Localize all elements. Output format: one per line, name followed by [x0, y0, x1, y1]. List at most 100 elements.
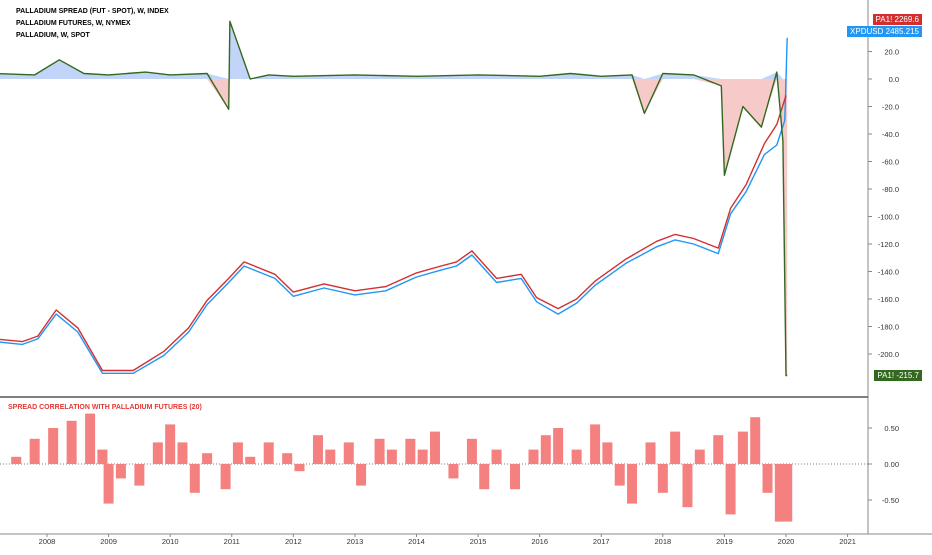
correlation-bar [540, 435, 551, 464]
price-tick-label: -180.0 [878, 323, 899, 332]
futures-price-tag: PA1! 2269.6 [872, 14, 922, 25]
spread-tag-value: -215.7 [896, 371, 919, 380]
price-tick-label: -200.0 [878, 350, 899, 359]
correlation-bar [232, 442, 243, 464]
price-tick-label: 20.0 [884, 48, 899, 57]
correlation-bar [614, 464, 625, 486]
time-tick-label: 2016 [531, 537, 548, 546]
spot-price-tag: XPDUSD 2485.215 [847, 26, 922, 37]
price-tick-label: -120.0 [878, 240, 899, 249]
time-tick-label: 2011 [224, 537, 240, 546]
correlation-bar [571, 449, 582, 464]
price-tick-label: -40.0 [882, 130, 899, 139]
time-tick-label: 2008 [39, 537, 56, 546]
correlation-bar [682, 464, 693, 508]
correlation-bar [11, 456, 22, 464]
correlation-bar [343, 442, 354, 464]
spread-positive-fill [0, 21, 788, 79]
time-tick-label: 2021 [839, 537, 856, 546]
correlation-bar [152, 442, 163, 464]
time-tick-label: 2019 [716, 537, 733, 546]
correlation-bar [294, 464, 305, 472]
correlation-bar [177, 442, 188, 464]
correlation-bar [528, 449, 539, 464]
spot-tag-symbol: XPDUSD [850, 27, 884, 36]
spread-line [0, 20, 788, 377]
correlation-bar [774, 464, 785, 522]
correlation-bar [245, 456, 256, 464]
correlation-bar [115, 464, 126, 479]
correlation-bar [85, 413, 96, 464]
correlation-bar [325, 449, 336, 464]
time-tick-label: 2012 [285, 537, 302, 546]
subchart-title[interactable]: SPREAD CORRELATION WITH PALLADIUM FUTURE… [8, 404, 202, 411]
time-tick-label: 2017 [593, 537, 610, 546]
legend-spot[interactable]: PALLADIUM, W, SPOT [16, 32, 90, 39]
correlation-tick-label: 0.00 [884, 460, 899, 469]
price-tick-label: -80.0 [882, 185, 899, 194]
correlation-bar [602, 442, 613, 464]
correlation-bar [312, 435, 323, 464]
time-tick-label: 2020 [778, 537, 795, 546]
legend-futures[interactable]: PALLADIUM FUTURES, W, NYMEX [16, 20, 131, 27]
correlation-bar [737, 431, 748, 464]
correlation-bar [479, 464, 490, 490]
correlation-bar [386, 449, 397, 464]
correlation-bar [282, 453, 293, 464]
time-tick-label: 2010 [162, 537, 179, 546]
price-tick-label: -100.0 [878, 213, 899, 222]
correlation-bar [750, 417, 761, 464]
price-tick-label: -60.0 [882, 158, 899, 167]
futures-tag-value: 2269.6 [894, 15, 919, 24]
correlation-bar [374, 438, 385, 464]
correlation-bar [510, 464, 521, 490]
correlation-bar [670, 431, 681, 464]
time-tick-label: 2015 [470, 537, 487, 546]
time-tick-label: 2009 [100, 537, 117, 546]
correlation-bar [553, 428, 564, 464]
correlation-tick-label: -0.50 [882, 496, 899, 505]
correlation-bar [762, 464, 773, 493]
spread-tag-symbol: PA1! [877, 371, 895, 380]
futures-line [0, 95, 787, 372]
correlation-bar [165, 424, 176, 464]
correlation-bar [220, 464, 231, 490]
spot-line [0, 37, 788, 374]
time-tick-label: 2018 [654, 537, 671, 546]
correlation-bar [405, 438, 416, 464]
correlation-bar [645, 442, 656, 464]
correlation-bar [189, 464, 200, 493]
correlation-bar [263, 442, 274, 464]
correlation-bar [713, 435, 724, 464]
correlation-bar [103, 464, 114, 504]
correlation-bar [627, 464, 638, 504]
correlation-bar [417, 449, 428, 464]
correlation-bar [491, 449, 502, 464]
spread-price-tag: PA1! -215.7 [874, 370, 922, 381]
correlation-bar [657, 464, 668, 493]
time-tick-label: 2013 [347, 537, 364, 546]
correlation-bar [66, 420, 77, 464]
spot-tag-value: 2485.215 [885, 27, 919, 36]
correlation-bar [782, 464, 793, 522]
correlation-bar [448, 464, 459, 479]
legend-spread[interactable]: PALLADIUM SPREAD (FUT - SPOT), W, INDEX [16, 8, 169, 15]
price-tick-label: -160.0 [878, 295, 899, 304]
price-tick-label: -140.0 [878, 268, 899, 277]
correlation-bar [725, 464, 736, 515]
correlation-bar [694, 449, 705, 464]
futures-tag-symbol: PA1! [875, 15, 893, 24]
time-tick-label: 2014 [408, 537, 425, 546]
correlation-bar [466, 438, 477, 464]
correlation-bar [134, 464, 145, 486]
correlation-bar [29, 438, 40, 464]
correlation-bar [590, 424, 601, 464]
price-tick-label: 0.0 [889, 75, 899, 84]
correlation-bar [97, 449, 108, 464]
correlation-tick-label: 0.50 [884, 424, 899, 433]
correlation-bar [202, 453, 213, 464]
correlation-bar [429, 431, 440, 464]
correlation-bar [356, 464, 367, 486]
